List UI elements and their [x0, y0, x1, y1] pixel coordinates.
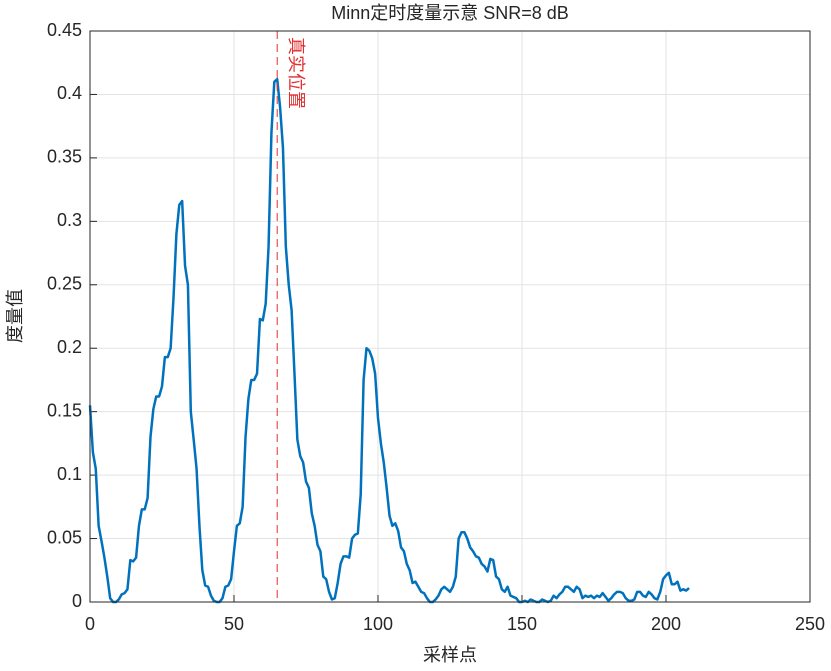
x-tick-label: 50 — [224, 614, 244, 634]
chart-title: Minn定时度量示意 SNR=8 dB — [331, 3, 569, 23]
y-tick-label: 0.15 — [47, 400, 82, 420]
line-series — [88, 77, 690, 604]
y-tick-label: 0 — [72, 591, 82, 611]
plot-border — [89, 30, 811, 603]
x-tick-label: 200 — [651, 614, 681, 634]
y-tick-label: 0.4 — [57, 83, 82, 103]
y-tick-label: 0.1 — [57, 464, 82, 484]
y-tick-label: 0.2 — [57, 337, 82, 357]
x-tick-label: 150 — [507, 614, 537, 634]
y-tick-label: 0.45 — [47, 20, 82, 40]
y-tick-label: 0.3 — [57, 210, 82, 230]
x-tick-label: 0 — [85, 614, 95, 634]
y-axis-label: 度量值 — [5, 289, 26, 343]
plot-area — [90, 31, 810, 602]
y-tick-label: 0.35 — [47, 147, 82, 167]
x-tick-label: 250 — [795, 614, 825, 634]
y-tick-label: 0.25 — [47, 274, 82, 294]
x-axis-label: 采样点 — [423, 645, 477, 666]
x-tick-label: 100 — [363, 614, 393, 634]
y-tick-label: 0.05 — [47, 527, 82, 547]
annotation-text: 真实位置 — [285, 37, 306, 109]
